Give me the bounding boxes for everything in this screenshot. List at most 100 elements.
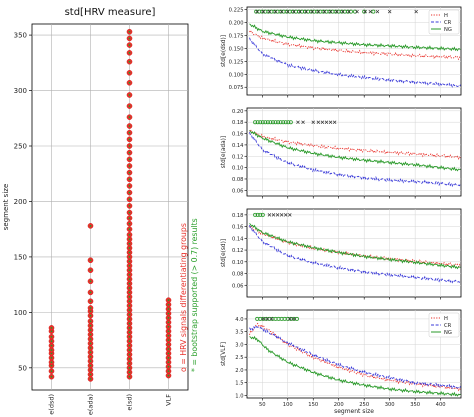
scatter-point-green [128, 251, 131, 254]
tick-label-x: 100 [283, 402, 293, 408]
tick-label-y: 0.14 [232, 143, 244, 149]
left-tick-label-y: 350 [14, 32, 27, 40]
scatter-point-green [128, 260, 131, 263]
tick-label-y: 3.5 [235, 330, 243, 336]
marker-green-o [253, 212, 258, 217]
tick-label-y: 0.100 [229, 72, 244, 78]
marker-cross [286, 9, 290, 14]
scatter-point-green [128, 37, 131, 40]
marker-cross [375, 9, 380, 14]
scatter-point-green [167, 334, 170, 337]
marker-cross [328, 120, 333, 124]
series-line-NG [249, 223, 461, 270]
scatter-point-green [128, 217, 131, 219]
scatter-point-green [128, 291, 131, 294]
marker-green-o [362, 9, 367, 14]
marker-cross [387, 9, 392, 14]
marker-green-o [258, 212, 263, 217]
scatter-point-green [50, 349, 53, 351]
tick-label-y: 2.0 [235, 368, 243, 374]
scatter-point-green [167, 303, 170, 306]
scatter-point-green [50, 326, 53, 329]
marker-cross [304, 9, 308, 14]
tick-label-x: 400 [436, 402, 446, 408]
scatter-point-green [128, 309, 131, 312]
marker-cross [269, 317, 274, 321]
scatter-point-green [89, 300, 92, 303]
scatter-point-green [89, 373, 92, 376]
marker-cross [279, 9, 284, 14]
line-chart-panel-2: 0.06 0.08 0.10 0.12 0.14 0.16 0.18 0.20 std[e(ad… [221, 107, 462, 199]
marker-cross [334, 9, 339, 14]
legend-label-NG: NG [444, 330, 452, 336]
marker-cross [273, 9, 278, 14]
scatter-point-green [128, 242, 131, 245]
marker-cross [311, 120, 315, 124]
tick-label-y: 0.20 [232, 109, 244, 115]
legend-box [428, 312, 460, 338]
scatter-point-green [50, 344, 53, 347]
scatter-point-green [167, 312, 170, 315]
scatter-point-green [167, 330, 170, 333]
scatter-point-green [167, 370, 170, 373]
scatter-point-green [50, 375, 53, 378]
marker-cross [292, 317, 296, 321]
tick-label-y: 2.5 [235, 355, 243, 361]
tick-label-y: 0.14 [232, 236, 244, 242]
tick-label-y: 0.10 [232, 260, 244, 266]
scatter-point-green [128, 278, 131, 280]
scatter-point-green [128, 331, 131, 334]
marker-cross [283, 213, 288, 217]
scatter-point-green [167, 374, 170, 377]
scatter-point-green [89, 346, 92, 349]
scatter-point-green [50, 330, 53, 333]
marker-green-o [263, 120, 268, 125]
tick-label-y: 0.225 [229, 8, 244, 14]
scatter-point-green [128, 326, 131, 329]
scatter-point-green [89, 291, 92, 294]
scatter-point-green [128, 300, 131, 303]
scatter-point-green [128, 340, 131, 343]
scatter-point-green [167, 361, 170, 364]
panel-ylabel: std[VLF] [221, 342, 227, 366]
left-tick-label-x: e(ada) [87, 394, 95, 415]
scatter-point-green [128, 247, 131, 249]
scatter-point-green [128, 353, 131, 356]
tick-label-x: 50 [259, 402, 266, 408]
scatter-point-green [89, 329, 92, 332]
legend-box [428, 9, 460, 35]
series-line-NG [249, 23, 461, 52]
marker-green-o [273, 120, 278, 125]
scatter-point-green [50, 370, 53, 373]
scatter-point-green [128, 335, 131, 338]
scatter-point-green [128, 211, 131, 214]
tick-label-y: 0.08 [232, 272, 244, 278]
tick-label-y: 0.150 [229, 46, 244, 52]
left-tick-label-x: VLF [165, 394, 173, 406]
scatter-point-green [128, 349, 131, 351]
scatter-point-green [50, 356, 53, 359]
marker-cross [328, 9, 333, 14]
scatter-point-green [89, 224, 92, 227]
scatter-point-green [128, 282, 131, 285]
left-tick-label-x: e(dsd) [48, 394, 56, 415]
scatter-point-green [128, 116, 131, 119]
marker-green-o [255, 212, 260, 217]
scatter-point-green [167, 352, 170, 355]
marker-cross [368, 9, 373, 14]
scatter-point-green [89, 320, 92, 323]
marker-green-o [265, 120, 270, 125]
marker-cross [267, 9, 272, 14]
tick-label-x: 350 [410, 402, 420, 408]
tick-label-y: 0.175 [229, 33, 244, 39]
scatter-point-green [167, 308, 170, 310]
tick-label-y: 1.0 [235, 393, 243, 399]
marker-green-o [276, 120, 281, 125]
scatter-point-green [50, 352, 53, 355]
series-line-CR [249, 131, 461, 188]
scatter-point-green [167, 356, 170, 359]
scatter-point-green [128, 71, 131, 74]
scatter-point-green [128, 94, 131, 96]
scatter-point-green [128, 191, 131, 194]
scatter-point-green [128, 256, 131, 258]
